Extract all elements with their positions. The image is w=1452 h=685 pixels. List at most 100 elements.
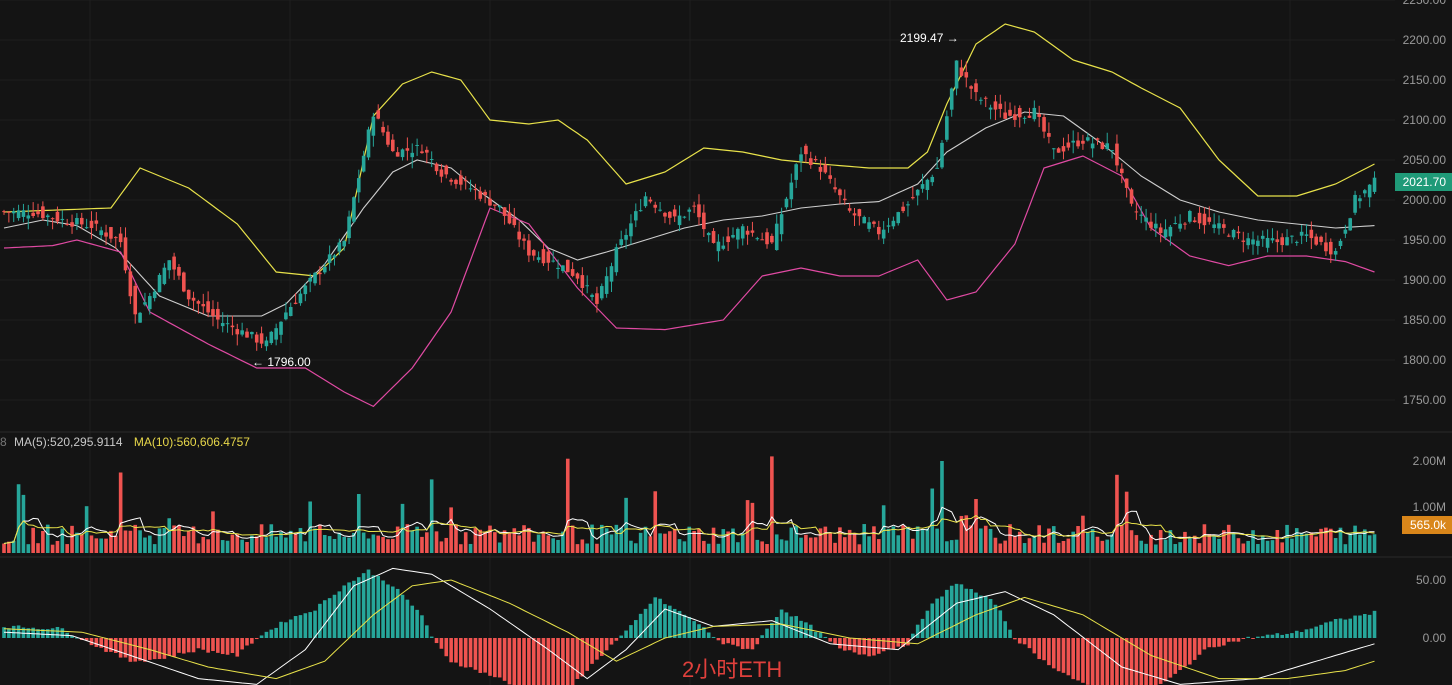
candle-body bbox=[979, 99, 983, 101]
macd-histogram-bar bbox=[1246, 636, 1250, 638]
macd-histogram-bar bbox=[692, 621, 696, 638]
macd-histogram-bar bbox=[361, 573, 366, 638]
last-price-tag: 2021.70 bbox=[1394, 173, 1452, 191]
volume-bar bbox=[157, 528, 162, 553]
macd-histogram-bar bbox=[833, 638, 837, 645]
volume-bar bbox=[420, 536, 424, 553]
macd-histogram-bar bbox=[1115, 638, 1119, 685]
candle-body bbox=[342, 241, 346, 247]
macd-histogram-bar bbox=[721, 638, 726, 645]
candle-body bbox=[799, 154, 803, 162]
candle-body bbox=[293, 302, 298, 304]
volume-bar bbox=[979, 528, 983, 553]
volume-bar bbox=[634, 543, 638, 553]
volume-bar bbox=[123, 530, 128, 553]
macd-histogram-bar bbox=[1217, 638, 1221, 647]
candle-body bbox=[779, 214, 784, 235]
macd-histogram-bar bbox=[517, 638, 521, 685]
candle-body bbox=[439, 169, 444, 177]
candle-body bbox=[201, 304, 206, 307]
macd-histogram-bar bbox=[643, 608, 648, 638]
candle-body bbox=[575, 273, 580, 279]
candle-body bbox=[1085, 137, 1090, 141]
candle-body bbox=[332, 255, 337, 258]
macd-histogram-bar bbox=[672, 608, 677, 638]
macd-histogram-bar bbox=[454, 638, 458, 663]
macd-histogram-bar bbox=[1290, 633, 1294, 638]
macd-histogram-bar bbox=[313, 610, 317, 638]
volume-bar bbox=[45, 524, 50, 553]
candle-body bbox=[998, 103, 1003, 109]
volume-bar bbox=[395, 526, 400, 553]
macd-histogram-bar bbox=[687, 617, 692, 638]
macd-histogram-bar bbox=[595, 638, 599, 660]
macd-histogram-bar bbox=[1270, 634, 1275, 638]
candle-body bbox=[765, 232, 769, 245]
candle-body bbox=[1178, 223, 1182, 229]
macd-histogram-bar bbox=[585, 638, 589, 671]
volume-bar bbox=[842, 537, 847, 553]
macd-histogram-bar bbox=[614, 638, 619, 641]
macd-histogram-bar bbox=[945, 589, 949, 638]
candle-body bbox=[531, 250, 536, 256]
macd-histogram-bar bbox=[1314, 626, 1318, 638]
candle-body bbox=[1066, 142, 1071, 148]
macd-histogram-bar bbox=[206, 638, 210, 653]
candle-body bbox=[983, 97, 988, 99]
candle-body bbox=[196, 301, 201, 304]
macd-histogram-bar bbox=[420, 615, 424, 638]
volume-bar bbox=[906, 526, 910, 553]
macd-histogram-bar bbox=[774, 617, 779, 638]
macd-dea-line bbox=[3, 579, 1375, 680]
candle-body bbox=[1309, 229, 1314, 239]
candle-body bbox=[1363, 190, 1367, 194]
candle-body bbox=[663, 212, 667, 217]
candle-body bbox=[1013, 114, 1017, 120]
high-price-value: 2199.47 bbox=[900, 31, 944, 45]
volume-bar bbox=[653, 491, 658, 553]
candle-body bbox=[1090, 143, 1095, 149]
volume-bar bbox=[1202, 524, 1207, 553]
candle-body bbox=[536, 257, 541, 260]
volume-bar bbox=[11, 540, 16, 553]
volume-bar bbox=[959, 515, 964, 553]
macd-histogram-bar bbox=[1158, 638, 1163, 684]
candle-body bbox=[391, 139, 395, 152]
macd-histogram-bar bbox=[225, 638, 230, 655]
candle-body bbox=[318, 272, 322, 275]
candle-body bbox=[1192, 220, 1197, 223]
candle-body bbox=[847, 208, 852, 211]
volume-bar bbox=[546, 535, 551, 553]
candle-body bbox=[702, 212, 706, 230]
volume-bar bbox=[245, 541, 249, 553]
volume-bar bbox=[838, 527, 842, 553]
candle-body bbox=[308, 277, 312, 282]
volume-bar bbox=[196, 543, 201, 553]
macd-histogram-bar bbox=[551, 638, 555, 685]
candle-body bbox=[604, 276, 609, 294]
macd-histogram-bar bbox=[279, 621, 283, 638]
volume-bar bbox=[225, 540, 230, 553]
macd-histogram-bar bbox=[915, 624, 920, 638]
volume-bar bbox=[726, 531, 730, 553]
candle-body bbox=[614, 247, 619, 273]
macd-tick-label: 50.00 bbox=[1416, 573, 1446, 587]
macd-histogram-bar bbox=[1353, 615, 1357, 638]
volume-bar bbox=[327, 536, 332, 553]
candle-body bbox=[915, 189, 920, 196]
candle-body bbox=[381, 126, 385, 133]
volume-bar bbox=[65, 544, 69, 553]
volume-bar bbox=[143, 537, 147, 553]
volume-bar bbox=[551, 538, 555, 553]
candle-body bbox=[794, 164, 798, 180]
candle-body bbox=[1275, 239, 1280, 243]
candle-body bbox=[993, 101, 998, 110]
volume-bar bbox=[925, 528, 930, 553]
macd-histogram-bar bbox=[629, 625, 633, 638]
candle-body bbox=[1115, 143, 1119, 166]
volume-bar bbox=[162, 528, 167, 553]
volume-bar bbox=[993, 537, 998, 553]
candle-body bbox=[133, 285, 138, 315]
macd-histogram-bar bbox=[269, 629, 274, 638]
